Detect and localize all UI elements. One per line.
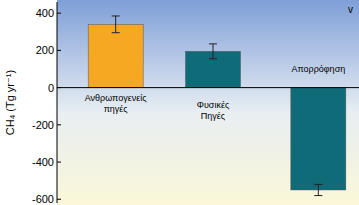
- error-cap: [112, 15, 120, 16]
- label-line: πηγές: [104, 104, 129, 114]
- y-tick-label: -400: [32, 156, 54, 168]
- y-tick: [57, 199, 61, 200]
- y-tick-label: 400: [36, 7, 54, 19]
- y-axis-label: CH₄ (Tg yr⁻¹): [4, 70, 16, 135]
- error-cap: [314, 184, 322, 185]
- chart: -600 -400 -200 0 200 400 CH₄ (Tg yr⁻¹) v Ανθρωπο…: [0, 0, 359, 205]
- category-label: Απορρόφηση: [291, 64, 345, 74]
- category-label: ΦυσικέςΠηγές: [197, 100, 230, 121]
- y-tick-label: 200: [36, 44, 54, 56]
- error-bar: [112, 16, 120, 33]
- error-stem: [115, 16, 116, 33]
- error-stem: [318, 184, 319, 195]
- y-tick: [57, 50, 61, 51]
- y-tick-label: -600: [32, 193, 54, 205]
- bar: [88, 24, 143, 87]
- annotation: v: [348, 4, 353, 15]
- chart-root: -600 -400 -200 0 200 400 CH₄ (Tg yr⁻¹) v Ανθρωπο…: [0, 0, 359, 205]
- error-cap: [112, 32, 120, 33]
- label-line: Απορρόφηση: [291, 64, 345, 74]
- y-tick: [57, 162, 61, 163]
- y-tick-label: 0: [48, 82, 54, 94]
- zero-line: [57, 87, 359, 88]
- label-line: Φυσικές: [197, 100, 230, 110]
- error-cap: [209, 58, 217, 59]
- error-cap: [209, 43, 217, 44]
- error-bar: [209, 44, 217, 59]
- category-label: Ανθρωπογενείςπηγές: [85, 93, 147, 114]
- plot-background: [57, 0, 359, 205]
- error-cap: [314, 195, 322, 196]
- y-axis: [57, 2, 58, 203]
- label-line: Πηγές: [201, 111, 226, 121]
- bar: [291, 88, 346, 190]
- error-stem: [213, 44, 214, 59]
- y-tick-label: -200: [32, 119, 54, 131]
- marks: [88, 16, 346, 196]
- y-tick: [57, 13, 61, 14]
- label-line: Ανθρωπογενείς: [85, 93, 147, 103]
- error-bar: [314, 184, 322, 195]
- y-tick: [57, 124, 61, 125]
